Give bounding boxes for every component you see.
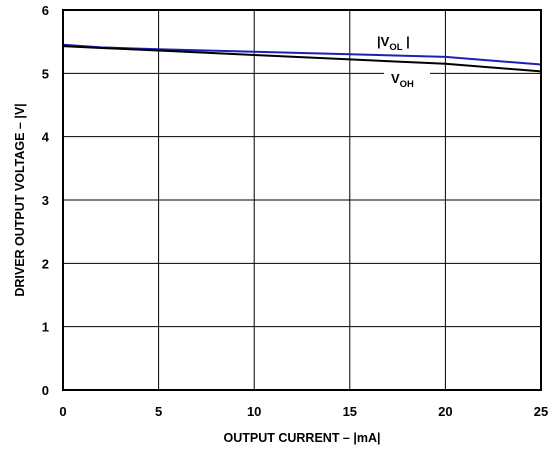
y-axis-title: DRIVER OUTPUT VOLTAGE – |V| xyxy=(13,103,27,296)
series-line-ol xyxy=(62,43,542,66)
series-label-bg-ol xyxy=(370,33,428,51)
y-tick-label-6: 6 xyxy=(42,3,49,18)
tick-labels: 0 5 10 15 20 25 0 1 2 3 4 5 6 xyxy=(42,3,548,419)
series-line-oh xyxy=(62,45,542,73)
series-labels: |VOL | VOH xyxy=(370,33,430,90)
series-label-bg-oh xyxy=(384,70,430,88)
series-label-oh: VOH xyxy=(391,71,414,90)
y-tick-label-1: 1 xyxy=(42,320,49,335)
x-tick-label-5: 25 xyxy=(534,404,548,419)
y-tick-label-3: 3 xyxy=(42,193,49,208)
y-tick-label-2: 2 xyxy=(42,256,49,271)
x-axis-title: OUTPUT CURRENT – |mA| xyxy=(223,431,380,445)
y-tick-label-5: 5 xyxy=(42,66,49,81)
y-tick-label-0: 0 xyxy=(42,383,49,398)
grid xyxy=(62,9,542,391)
x-tick-label-1: 5 xyxy=(155,404,162,419)
x-tick-label-0: 0 xyxy=(59,404,66,419)
x-tick-label-2: 10 xyxy=(247,404,261,419)
x-tick-label-4: 20 xyxy=(438,404,452,419)
y-tick-label-4: 4 xyxy=(42,130,50,145)
series-lines xyxy=(62,43,542,73)
series-label-ol: |VOL | xyxy=(377,34,410,53)
x-tick-label-3: 15 xyxy=(343,404,357,419)
plot-frame xyxy=(62,9,542,391)
